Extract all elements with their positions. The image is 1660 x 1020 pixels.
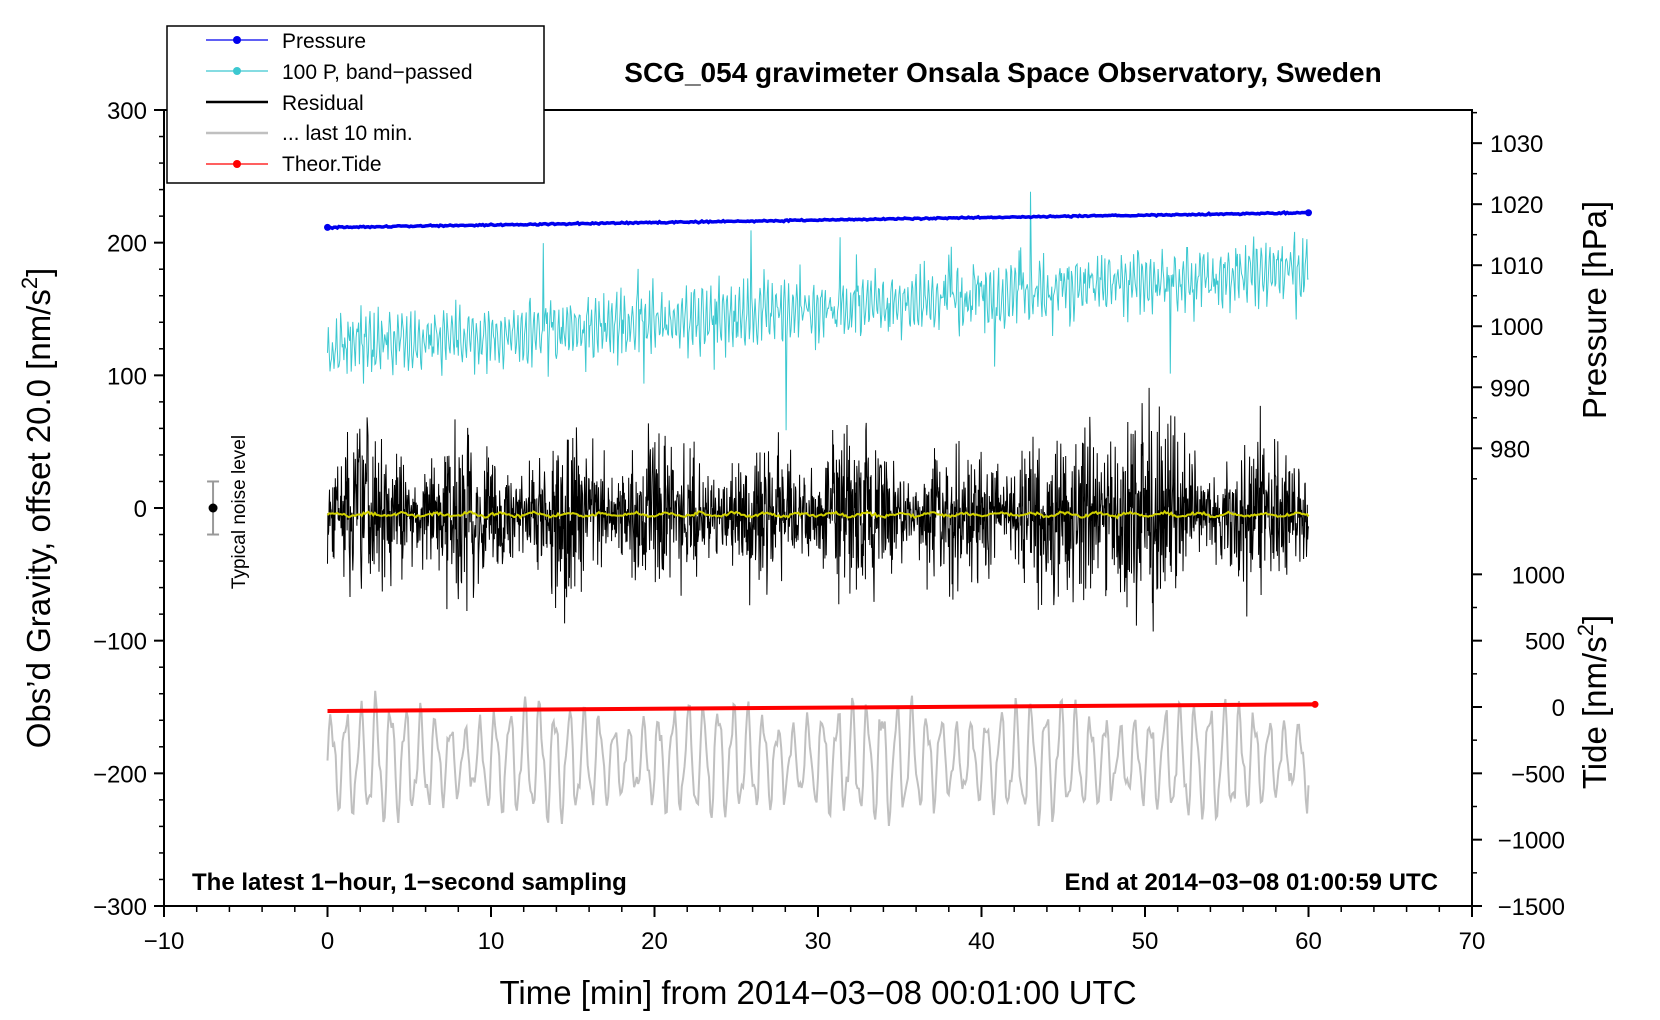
x-tick-label: 40 [968, 928, 995, 955]
legend-label-last-10-min: ... last 10 min. [282, 122, 413, 145]
pressure-axis-title: Pressure [hPa] [1576, 201, 1613, 419]
x-tick-label: 0 [321, 928, 334, 955]
tide-tick-label: −1000 [1498, 828, 1565, 855]
chart-title: SCG_054 gravimeter Onsala Space Observat… [624, 57, 1381, 88]
tide-tick-label: 0 [1552, 695, 1565, 722]
legend-label-band-passed: 100 P, band−passed [282, 61, 473, 84]
x-axis-title: Time [min] from 2014−03−08 00:01:00 UTC [499, 974, 1136, 1011]
y-axis-left-title-main: Obs’d Gravity, offset 20.0 [nm/s [20, 289, 57, 748]
series-pressure-end-marker [1305, 209, 1312, 217]
tide-tick-label: 500 [1525, 629, 1565, 656]
y-left-tick-label: 0 [134, 496, 147, 523]
y-left-tick-label: 200 [107, 231, 147, 258]
y-left-tick-label: −100 [93, 629, 147, 656]
legend-marker-4 [233, 160, 241, 168]
x-tick-label: 50 [1132, 928, 1159, 955]
series-pressure-start-marker [324, 223, 331, 231]
legend: Pressure 100 P, band−passed Residual ...… [166, 25, 545, 184]
noise-indicator [207, 480, 220, 536]
legend-marker-1 [233, 67, 241, 75]
legend-label-pressure: Pressure [282, 30, 366, 53]
series-residual-smoothed [326, 509, 1310, 520]
x-tick-label: 20 [641, 928, 668, 955]
y-left-tick-label: 300 [107, 98, 147, 125]
pressure-tick-label: 1000 [1490, 314, 1543, 341]
tide-tick-label: 1000 [1512, 562, 1565, 589]
legend-entries [206, 36, 268, 168]
pressure-tick-label: 1020 [1490, 192, 1543, 219]
x-tick-label: 60 [1295, 928, 1322, 955]
y-axis-left-title: Obs’d Gravity, offset 20.0 [nm/s2] [17, 268, 57, 749]
tide-axis-title-sup: 2 [1573, 624, 1598, 636]
y-left-tick-label: −300 [93, 894, 147, 921]
x-tick-label: 10 [478, 928, 505, 955]
series-theor-tide [327, 702, 1316, 713]
y-left-tick-label: −200 [93, 761, 147, 788]
legend-box [166, 25, 545, 184]
x-tick-label: −10 [144, 928, 185, 955]
tide-tick-label: −500 [1511, 761, 1565, 788]
noise-center-marker [208, 503, 218, 513]
x-tick-label: 30 [805, 928, 832, 955]
series-pressure [327, 210, 1309, 231]
series-theor-tide-end-marker [1311, 700, 1319, 708]
legend-label-residual: Residual [282, 92, 364, 115]
y-axis-left-title-sup: 2 [17, 277, 42, 289]
tide-axis-title: Tide [nm/s2] [1573, 615, 1613, 789]
ticks-layer: −10 0 10 20 30 40 50 60 703002001000−100−200−300… [93, 98, 1565, 955]
series-band-passed [327, 191, 1309, 431]
pressure-tick-label: 980 [1490, 436, 1530, 463]
series-residual [327, 387, 1309, 632]
tide-axis-title-end: ] [1576, 615, 1613, 624]
tide-tick-label: −1500 [1498, 894, 1565, 921]
tide-axis-title-main: Tide [nm/s [1576, 636, 1613, 789]
pressure-tick-label: 1010 [1490, 253, 1543, 280]
series-layer [324, 191, 1319, 827]
footer-left-text: The latest 1−hour, 1−second sampling [192, 869, 627, 896]
x-tick-label: 70 [1459, 928, 1486, 955]
legend-marker-0 [233, 36, 241, 44]
noise-indicator-label: Typical noise level [229, 435, 250, 589]
series-last-10-min [326, 690, 1310, 827]
y-axis-left-title-end: ] [20, 268, 57, 277]
footer-right-text: End at 2014−03−08 01:00:59 UTC [1064, 869, 1438, 896]
legend-label-theor-tide: Theor.Tide [282, 153, 382, 176]
pressure-tick-label: 1030 [1490, 131, 1543, 158]
pressure-tick-label: 990 [1490, 375, 1530, 402]
y-left-tick-label: 100 [107, 363, 147, 390]
